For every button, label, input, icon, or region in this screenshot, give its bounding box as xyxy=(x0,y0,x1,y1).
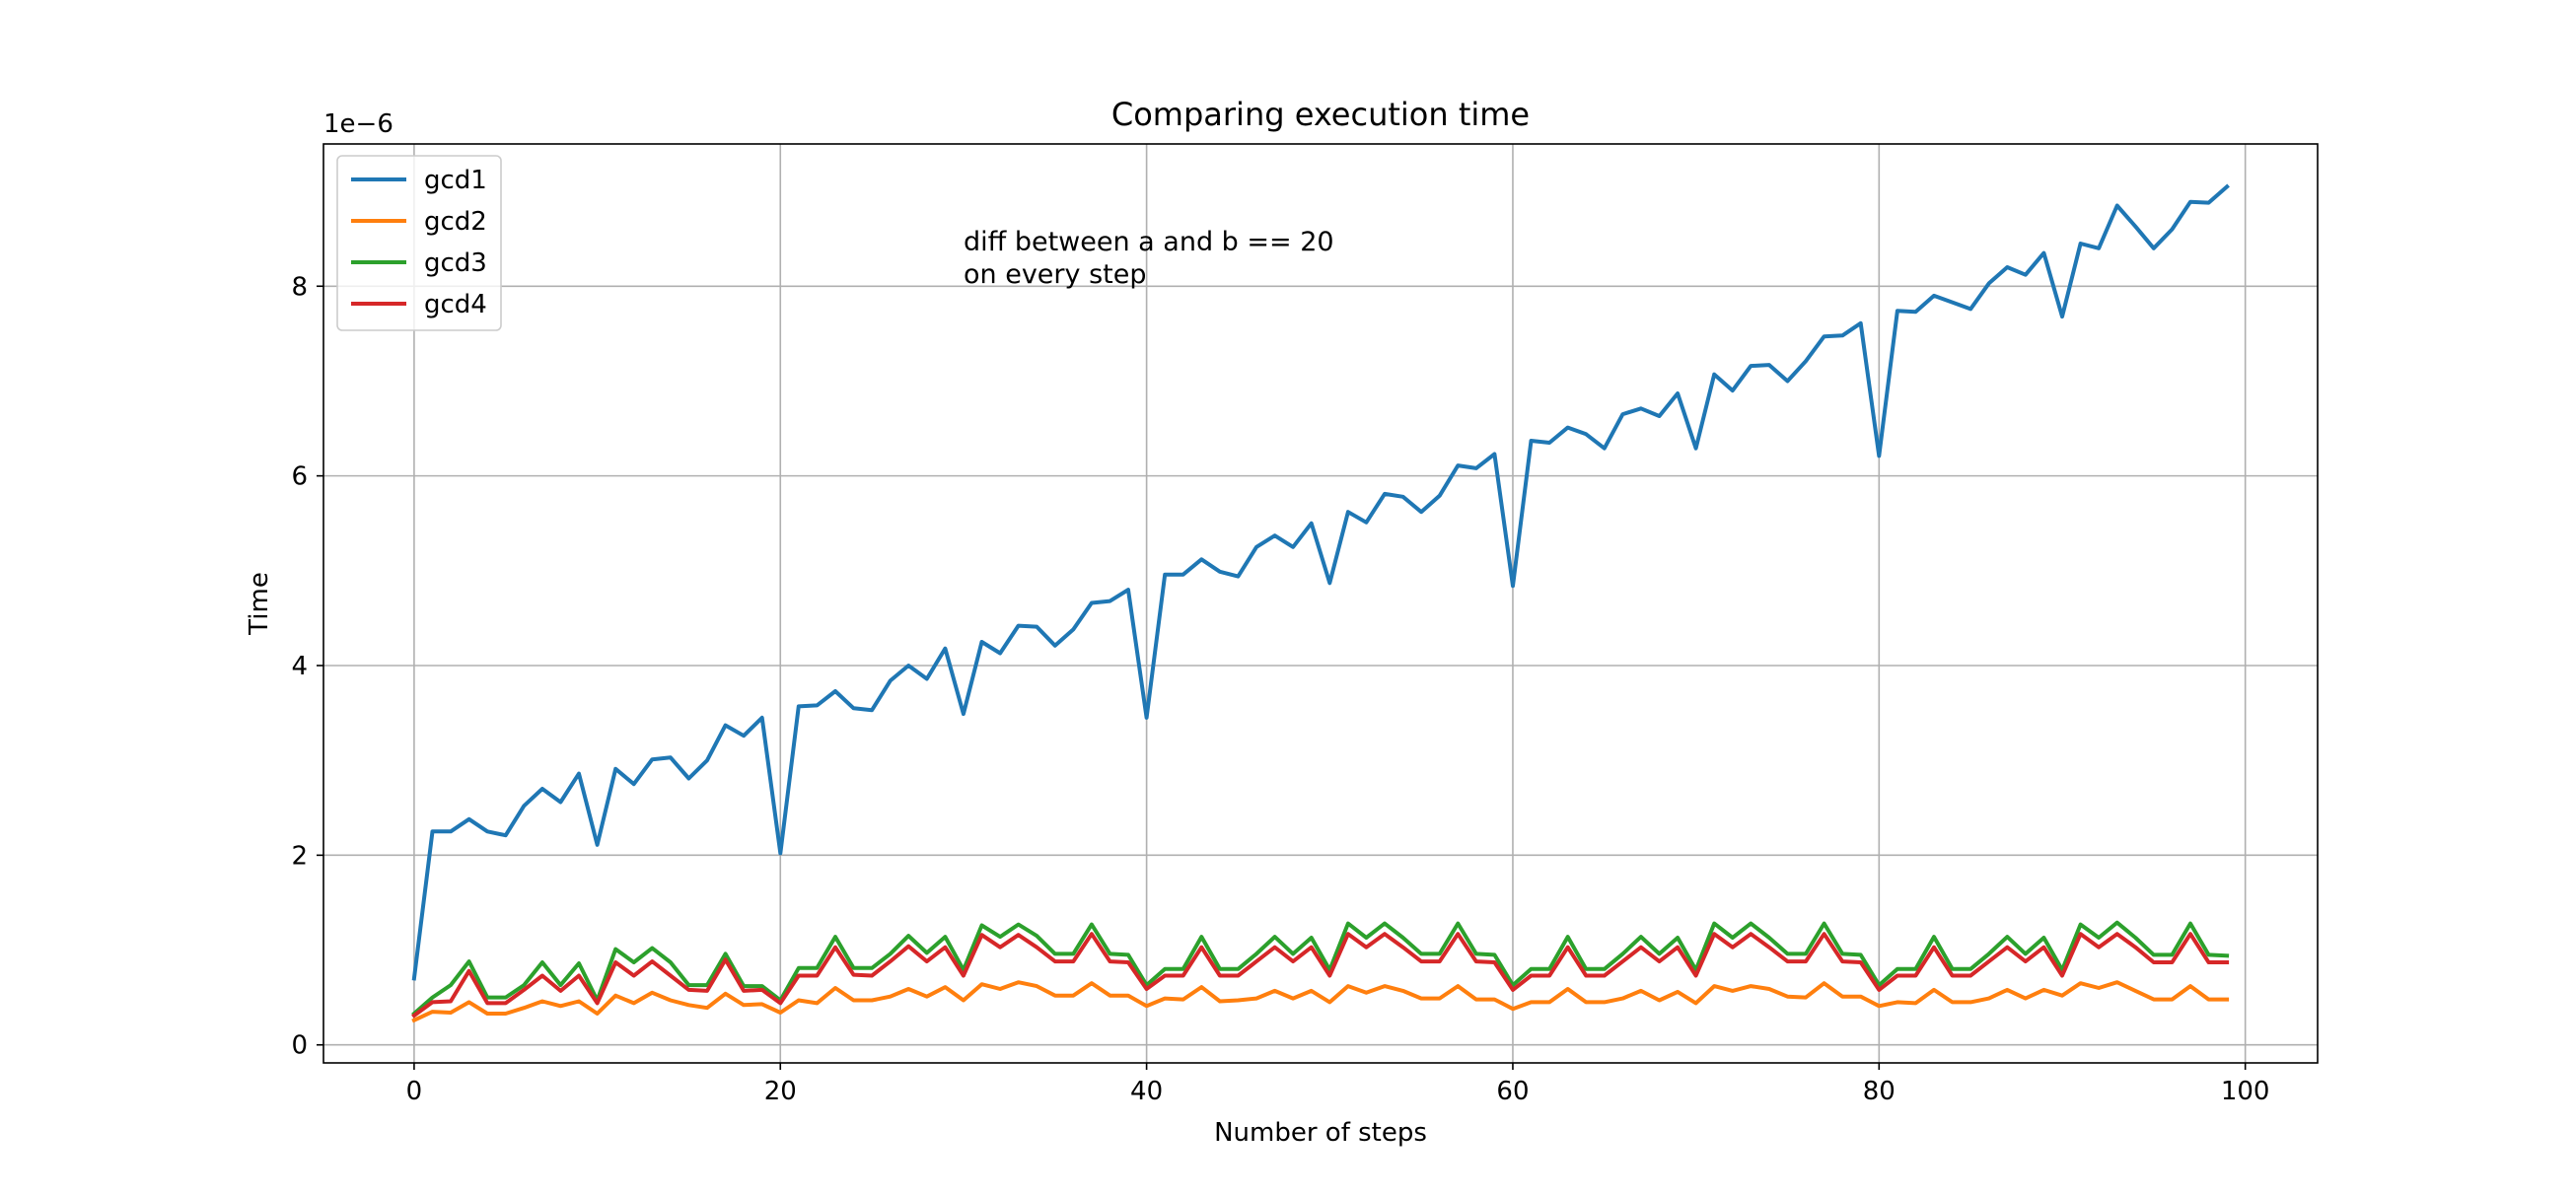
x-axis-ticks: 0 20 40 60 80 100 xyxy=(406,1063,2270,1106)
y-axis-ticks: 0 2 4 6 8 xyxy=(291,272,323,1061)
x-tick-label: 40 xyxy=(1130,1077,1163,1106)
legend-label-gcd3: gcd3 xyxy=(424,248,487,278)
legend-label-gcd2: gcd2 xyxy=(424,207,487,237)
x-tick-label: 0 xyxy=(406,1077,423,1106)
series-line-gcd2 xyxy=(411,980,2230,1023)
y-tick-label: 4 xyxy=(291,652,308,681)
y-axis-offset-label: 1e−6 xyxy=(323,109,394,139)
chart-title: Comparing execution time xyxy=(1111,96,1530,133)
y-tick-label: 2 xyxy=(291,841,308,871)
annotation-line-2: on every step xyxy=(964,259,1146,290)
x-tick-label: 20 xyxy=(764,1077,797,1106)
series-line-gcd3 xyxy=(411,920,2230,1017)
series-lines xyxy=(411,183,2230,1023)
x-tick-label: 100 xyxy=(2221,1077,2270,1106)
annotation-line-1: diff between a and b == 20 xyxy=(964,227,1334,257)
plot-frame xyxy=(322,143,2319,1064)
legend-label-gcd1: gcd1 xyxy=(424,166,487,195)
series-line-gcd4 xyxy=(411,932,2230,1019)
legend: gcd1 gcd2 gcd3 gcd4 xyxy=(336,155,502,331)
x-tick-label: 60 xyxy=(1496,1077,1529,1106)
series-line-gcd1 xyxy=(411,183,2230,981)
y-tick-label: 0 xyxy=(291,1031,308,1061)
y-tick-label: 6 xyxy=(291,462,308,492)
x-axis-label: Number of steps xyxy=(1214,1118,1427,1148)
y-axis-label: Time xyxy=(245,572,274,636)
plot-area xyxy=(323,144,2318,1063)
x-tick-label: 80 xyxy=(1863,1077,1896,1106)
y-tick-label: 8 xyxy=(291,272,308,302)
legend-label-gcd4: gcd4 xyxy=(424,290,487,319)
legend-box xyxy=(336,155,502,331)
